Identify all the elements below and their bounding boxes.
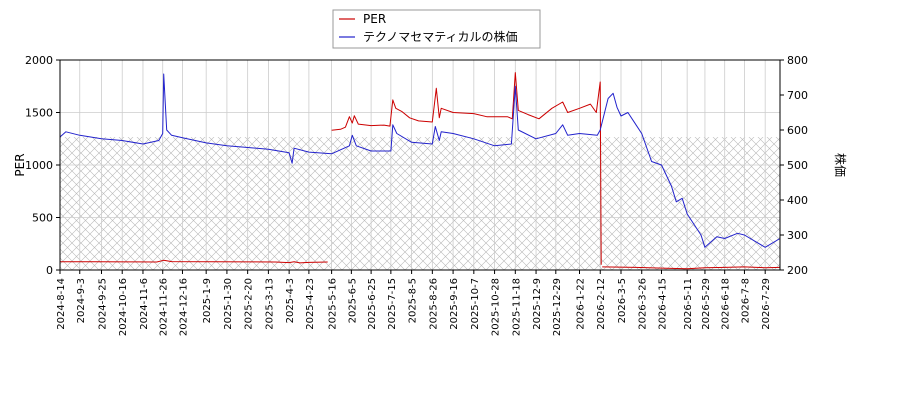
x-tick-label: 2024-11-6: [139, 278, 150, 330]
x-tick-label: 2026-5-29: [701, 278, 712, 330]
right-tick-label: 600: [787, 124, 808, 137]
right-tick-label: 700: [787, 89, 808, 102]
right-tick-label: 300: [787, 229, 808, 242]
series-per-line-2: [602, 266, 781, 270]
x-tick-label: 2026-3-26: [638, 278, 649, 330]
x-tick-label: 2026-5-11: [683, 278, 694, 330]
x-tick-label: 2025-3-13: [264, 278, 275, 330]
left-tick-label: 500: [32, 212, 53, 225]
x-tick-label: 2024-9-25: [97, 278, 108, 330]
right-axis-label: 株価: [833, 153, 848, 177]
left-axis-label: PER: [13, 153, 27, 176]
left-tick-label: 2000: [25, 54, 53, 67]
x-tick-label: 2025-2-20: [244, 278, 255, 330]
x-tick-label: 2025-5-16: [328, 278, 339, 330]
x-tick-label: 2025-8-26: [428, 278, 439, 330]
x-tick-label: 2024-10-16: [118, 278, 129, 336]
x-tick-label: 2025-4-23: [305, 278, 316, 330]
x-tick-label: 2025-7-15: [387, 278, 398, 330]
right-tick-label: 800: [787, 54, 808, 67]
legend-box: [332, 9, 541, 49]
x-tick-label: 2024-9-3: [76, 278, 87, 323]
x-tick-label: 2026-4-15: [657, 278, 668, 330]
x-tick-label: 2025-11-18: [511, 278, 522, 336]
series-per-line-0: [60, 259, 328, 264]
x-tick-label: 2026-2-12: [596, 278, 607, 330]
x-tick-label: 2025-8-5: [408, 278, 419, 323]
x-tick-label: 2025-4-3: [285, 278, 296, 323]
x-tick-label: 2025-10-7: [470, 278, 481, 330]
hatch-fill: [60, 137, 780, 270]
x-tick-label: 2025-12-9: [532, 278, 543, 330]
left-axis: 0 500 1000 1500 2000: [25, 54, 60, 277]
x-tick-label: 2026-1-22: [576, 278, 587, 330]
x-tick-label: 2026-6-18: [721, 278, 732, 330]
x-tick-label: 2026-3-5: [617, 278, 628, 323]
x-tick-label: 2024-11-26: [159, 278, 170, 336]
x-tick-label: 2025-1-9: [202, 278, 213, 323]
right-axis: 200 300 400 500 600 700 800: [780, 54, 808, 277]
x-tick-label: 2024-12-16: [178, 278, 189, 336]
series-price-line: [59, 73, 781, 248]
right-tick-label: 500: [787, 159, 808, 172]
left-tick-label: 1000: [25, 159, 53, 172]
x-axis: 2024-8-14 2024-9-3 2024-9-25 2024-10-16 2024…: [56, 270, 772, 336]
hatched-region: [60, 137, 780, 270]
right-tick-label: 200: [787, 264, 808, 277]
x-tick-label: 2024-8-14: [56, 278, 67, 330]
x-tick-label: 2026-7-8: [740, 278, 751, 323]
x-tick-label: 2025-10-28: [491, 278, 502, 336]
x-tick-label: 2026-7-29: [761, 278, 772, 330]
legend: PER テクノマセマティカルの株価: [332, 9, 541, 49]
x-tick-label: 2025-1-30: [223, 278, 234, 330]
legend-label-per: PER: [363, 12, 386, 26]
x-tick-label: 2025-6-5: [347, 278, 358, 323]
left-tick-label: 1500: [25, 107, 53, 120]
x-tick-label: 2025-6-25: [367, 278, 378, 330]
series-lines: [59, 72, 781, 270]
legend-label-price: テクノマセマティカルの株価: [363, 29, 518, 44]
left-tick-label: 0: [46, 264, 53, 277]
x-tick-label: 2025-9-16: [449, 278, 460, 330]
x-tick-label: 2025-12-29: [552, 278, 563, 336]
right-tick-label: 400: [787, 194, 808, 207]
series-per-line-1: [331, 72, 602, 265]
